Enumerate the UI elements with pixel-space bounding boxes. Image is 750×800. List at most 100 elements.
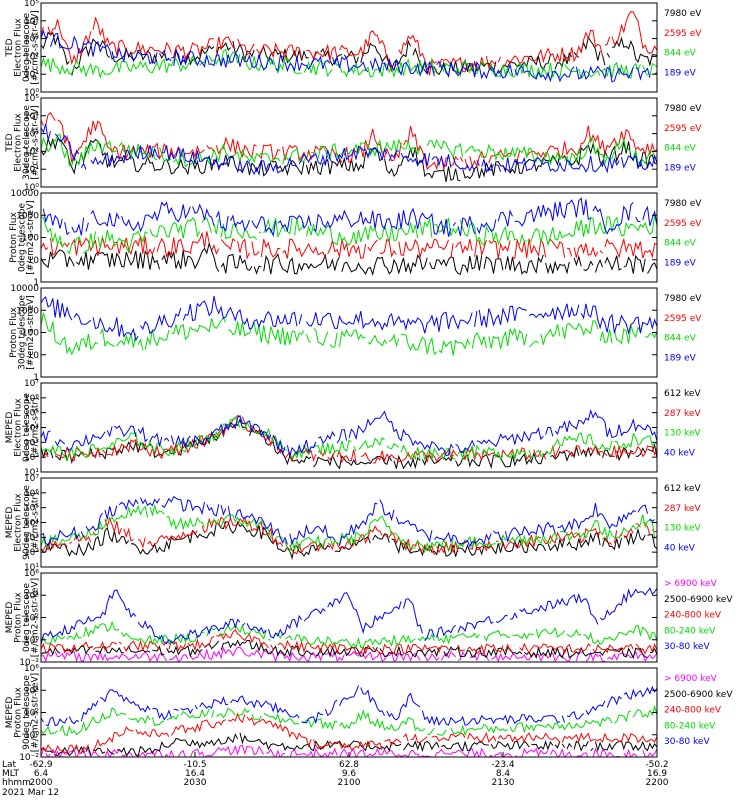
legend-entry: 189 eV <box>664 68 697 78</box>
panel-frame <box>40 287 658 378</box>
y-axis-label: [#/cm2-s-str] <box>31 492 41 552</box>
y-tick-label: 10⁵ <box>24 0 39 9</box>
y-axis-label: 0deg telescope <box>22 583 32 653</box>
y-tick-label: 10³ <box>24 35 39 45</box>
series-group <box>41 197 657 276</box>
y-axis-label: Proton Flux <box>14 687 24 738</box>
legend-entry: 30-80 keV <box>664 642 710 652</box>
y-tick-label: 1000 <box>16 211 39 221</box>
series-group <box>41 587 657 662</box>
y-tick-label: 10⁴ <box>24 519 39 529</box>
y-tick-label: 1 <box>33 278 39 288</box>
y-tick-label: 10¹ <box>24 165 39 175</box>
legend-entry: 240-800 keV <box>664 611 722 621</box>
series-line-2595-ev <box>41 11 657 77</box>
y-tick-label: 10⁶ <box>24 664 39 674</box>
y-tick-label: 10000 <box>10 189 39 199</box>
y-tick-label: 10⁻² <box>19 753 39 763</box>
legend-entry: 612 keV <box>664 389 701 399</box>
y-tick-label: 100 <box>22 329 39 339</box>
series-line-80-240-kev <box>41 620 657 649</box>
series-group <box>41 296 657 356</box>
y-tick-label: 10² <box>24 709 39 719</box>
series-line-30-80-kev <box>41 587 657 645</box>
panel-frame <box>40 2 658 93</box>
series-line-189-ev <box>41 296 657 342</box>
y-axis-label: MEPED <box>5 697 15 729</box>
y-tick-label: 10² <box>24 52 39 62</box>
x-tick-label: -10.5 <box>183 760 206 770</box>
y-axis-label: TED <box>5 133 15 152</box>
x-axis-row-label: Lat <box>2 760 17 770</box>
y-axis-label: 30deg telescope <box>18 295 28 370</box>
y-tick-label: 10¹ <box>24 563 39 573</box>
x-tick-label: 9.6 <box>342 769 357 779</box>
y-tick-label: 10² <box>24 548 39 558</box>
x-tick-label: 62.8 <box>339 760 359 770</box>
series-line-2595-ev <box>41 112 657 171</box>
y-tick-label: 10⁻² <box>19 658 39 668</box>
x-tick-label: 16.9 <box>647 769 667 779</box>
legend-entry: > 6900 keV <box>664 674 718 684</box>
legend-entry: 30-80 keV <box>664 737 710 747</box>
series-group <box>41 685 657 757</box>
y-axis-label: 0deg telescope <box>22 13 32 83</box>
legend-entry: 7980 eV <box>664 104 702 114</box>
legend-entry: 612 keV <box>664 484 701 494</box>
y-axis-label: Electron Flux <box>14 113 24 172</box>
legend-entry: 2500-6900 keV <box>664 690 733 700</box>
y-axis-label: Electron Flux <box>14 398 24 457</box>
y-tick-label: 10¹ <box>24 468 39 478</box>
series-line-240-800-kev <box>41 629 657 656</box>
legend-entry: 844 eV <box>664 144 697 154</box>
legend-entry: 287 keV <box>664 409 701 419</box>
legend-entry: 130 keV <box>664 524 701 534</box>
legend-entry: 189 eV <box>664 258 697 268</box>
y-tick-label: 10 <box>28 256 40 266</box>
series-line-7980-ev <box>41 136 657 182</box>
series-group <box>41 497 657 560</box>
x-axis-row-label: hhmm <box>2 778 31 788</box>
y-axis-label: [#/cm2-s-str-eV] <box>26 200 36 275</box>
x-tick-label: -50.2 <box>645 760 668 770</box>
y-axis-label: Proton Flux <box>14 592 24 643</box>
x-tick-label: 16.4 <box>185 769 205 779</box>
date-label: 2021 Mar 12 <box>2 788 59 798</box>
y-axis-label: [#/cm2-s-str-eV] <box>26 295 36 370</box>
legend-entry: 2595 eV <box>664 219 702 229</box>
y-tick-label: 10⁵ <box>24 504 39 514</box>
y-tick-label: 10⁴ <box>24 17 39 27</box>
y-tick-label: 10¹ <box>24 70 39 80</box>
y-axis-label: [#/cm2-s-str] <box>31 397 41 457</box>
legend-entry: 7980 eV <box>664 294 702 304</box>
legend-entry: 844 eV <box>664 49 697 59</box>
x-tick-label: -23.4 <box>491 760 515 770</box>
y-tick-label: 10⁵ <box>24 94 39 104</box>
y-tick-label: 10⁰ <box>24 636 39 646</box>
legend-entry: > 6900 keV <box>664 579 718 589</box>
y-tick-label: 10² <box>24 453 39 463</box>
y-axis-label: Electron Flux <box>14 18 24 77</box>
series-line-40-kev <box>41 408 657 457</box>
series-group <box>41 11 657 83</box>
y-tick-label: 10³ <box>24 533 39 543</box>
x-tick-label: 2200 <box>646 778 669 788</box>
legend-entry: 240-800 keV <box>664 706 722 716</box>
y-tick-label: 10⁴ <box>24 591 39 601</box>
legend-entry: 2595 eV <box>664 29 702 39</box>
y-tick-label: 10000 <box>10 284 39 294</box>
y-axis-label: Proton Flux <box>9 212 19 263</box>
y-axis-label: MEPED <box>5 602 15 634</box>
y-axis-label: 90deg telescope <box>22 675 32 750</box>
y-tick-label: 10⁴ <box>24 686 39 696</box>
y-tick-label: 10⁶ <box>24 569 39 579</box>
y-axis-label: 90deg telescope <box>22 485 32 560</box>
series-line-844-ev <box>41 312 657 356</box>
y-tick-label: 1 <box>33 373 39 383</box>
series-line-844-ev <box>41 215 657 255</box>
series-line-130-kev <box>41 416 657 462</box>
x-tick-label: 2030 <box>184 778 207 788</box>
